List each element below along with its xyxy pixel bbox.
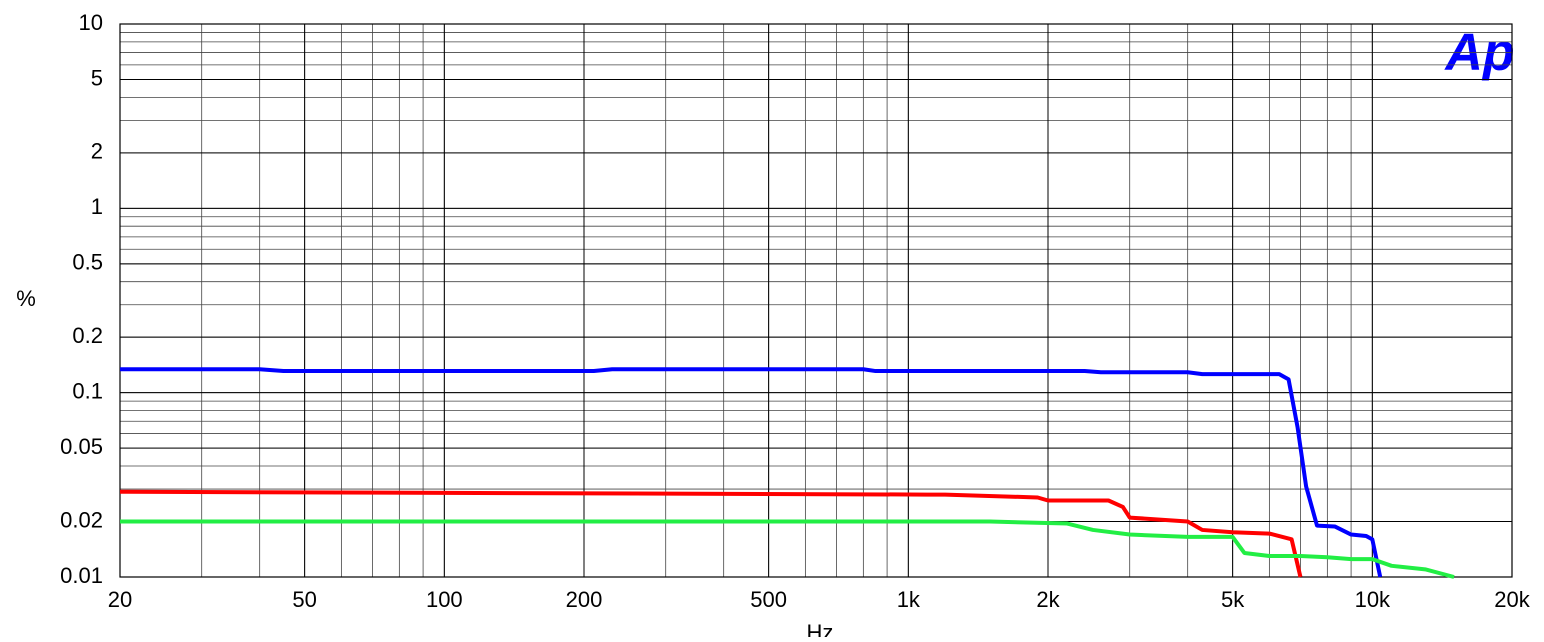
y-tick-label: 10: [79, 10, 103, 35]
x-tick-label: 20k: [1494, 587, 1530, 612]
y-tick-label: 0.2: [72, 323, 103, 348]
x-tick-label: 10k: [1355, 587, 1391, 612]
plot-border: [119, 23, 1513, 578]
y-axis-label: %: [16, 286, 36, 311]
y-tick-label: 1: [91, 194, 103, 219]
data-line: [119, 489, 1303, 578]
x-axis-label: Hz: [807, 620, 834, 637]
x-tick-label: 100: [426, 587, 463, 612]
x-tick-label: 200: [566, 587, 603, 612]
data-line: [120, 367, 1383, 578]
x-tick-label: 2k: [1036, 587, 1060, 612]
x-tick-label: 1k: [897, 587, 921, 612]
x-tick-label: 20: [108, 587, 132, 612]
y-tick-label: 0.02: [60, 507, 103, 532]
x-tick-label: 50: [292, 587, 316, 612]
y-tick-label: 0.01: [60, 563, 103, 588]
y-tick-label: 0.1: [72, 378, 103, 403]
y-tick-label: 0.05: [60, 434, 103, 459]
data-line: [120, 519, 1455, 579]
y-tick-label: 2: [91, 139, 103, 164]
y-tick-label: 5: [91, 65, 103, 90]
x-tick-label: 5k: [1221, 587, 1245, 612]
x-tick-label: 500: [750, 587, 787, 612]
y-tick-label: 0.5: [72, 250, 103, 275]
